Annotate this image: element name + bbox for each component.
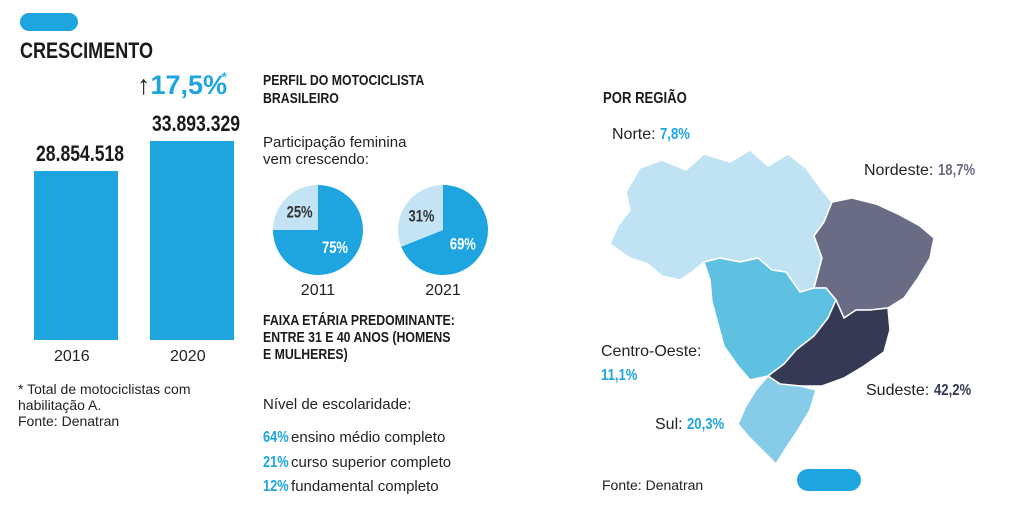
age-range-title: FAIXA ETÁRIA PREDOMINANTE: ENTRE 31 E 40… [263, 312, 455, 363]
education-label: ensino médio completo [291, 429, 446, 446]
growth-source: Fonte: Denatran [18, 413, 120, 429]
growth-footnote: * Total de motociclistas com habilitação… [18, 381, 191, 413]
education-item: 21% curso superior completo [263, 454, 451, 472]
growth-title: CRESCIMENTO [20, 38, 153, 63]
region-value: 20,3% [687, 416, 725, 433]
region-label-sudeste: Sudeste: 42,2% [866, 382, 979, 400]
growth-bar-category-label: 2016 [54, 348, 90, 365]
profile-title: PERFIL DO MOTOCICLISTA BRASILEIRO [263, 72, 424, 108]
pie-slice-label: 25% [287, 203, 313, 222]
education-item: 64% ensino médio completo [263, 429, 445, 447]
region-label-nordeste: Nordeste: 18,7% [864, 162, 983, 180]
region-value: 11,1% [601, 367, 638, 384]
growth-bar-value-label: 33.893.329 [152, 111, 241, 136]
growth-increase-note-mark: * [221, 70, 228, 87]
pie-slice [398, 185, 443, 247]
region-label-centro-oeste: Centro-Oeste: 11,1% [601, 340, 701, 388]
growth-bar-value-label: 28.854.518 [36, 140, 125, 166]
region-value: 42,2% [933, 382, 971, 399]
age-line3: E MULHERES) [263, 346, 348, 363]
region-source: Fonte: Denatran [602, 477, 704, 493]
pie-slice-label: 69% [450, 234, 476, 253]
region-name: Centro-Oeste: [601, 343, 702, 360]
region-name: Sul: [655, 416, 683, 433]
map-region-sul [737, 375, 817, 466]
region-value: 7,8% [660, 126, 690, 143]
region-label-sul: Sul: 20,3% [655, 416, 732, 434]
map-region-sudeste [766, 298, 891, 387]
education-item: 12% fundamental completo [263, 478, 439, 496]
region-name: Sudeste: [866, 382, 930, 399]
education-label: fundamental completo [291, 478, 439, 495]
region-value: 18,7% [937, 162, 976, 179]
education-pct: 12% [263, 478, 289, 495]
top-accent-pill [20, 13, 78, 31]
profile-title-line1: PERFIL DO MOTOCICLISTA [263, 72, 425, 89]
region-title: POR REGIÃO [603, 90, 687, 107]
pie-slice [401, 185, 488, 275]
region-name: Norte: [612, 126, 656, 143]
pie-slice-label: 31% [408, 206, 434, 225]
education-pct: 21% [263, 454, 289, 471]
female-line2: vem crescendo: [263, 151, 369, 168]
pie-slice-label: 75% [322, 238, 348, 257]
bottom-accent-pill [797, 469, 861, 491]
up-arrow-icon: ↑ [137, 70, 151, 100]
growth-bar [150, 141, 234, 340]
pie-year-label: 2021 [425, 282, 461, 299]
region-name: Nordeste: [864, 162, 934, 179]
growth-bar [34, 170, 118, 340]
education-label: curso superior completo [291, 454, 452, 471]
age-line2: ENTRE 31 E 40 ANOS (HOMENS [263, 329, 451, 346]
profile-title-line2: BRASILEIRO [263, 90, 339, 107]
female-line1: Participação feminina [263, 134, 407, 151]
region-label-norte: Norte: 7,8% [612, 126, 697, 144]
female-participation-text: Participação feminina vem crescendo: [263, 134, 406, 168]
age-line1: FAIXA ETÁRIA PREDOMINANTE: [263, 312, 455, 329]
female-participation-pies: 75% 25% 2011 69% 31% 2021 [273, 185, 488, 299]
growth-increase: ↑17,5%* [137, 70, 227, 101]
pie-year-label: 2011 [301, 282, 336, 299]
pie-slice [273, 185, 318, 230]
growth-bar-category-label: 2020 [170, 348, 206, 365]
growth-increase-value: 17,5% [150, 70, 228, 100]
education-pct: 64% [263, 429, 289, 446]
brazil-map [609, 149, 935, 466]
education-title: Nível de escolaridade: [263, 396, 412, 413]
